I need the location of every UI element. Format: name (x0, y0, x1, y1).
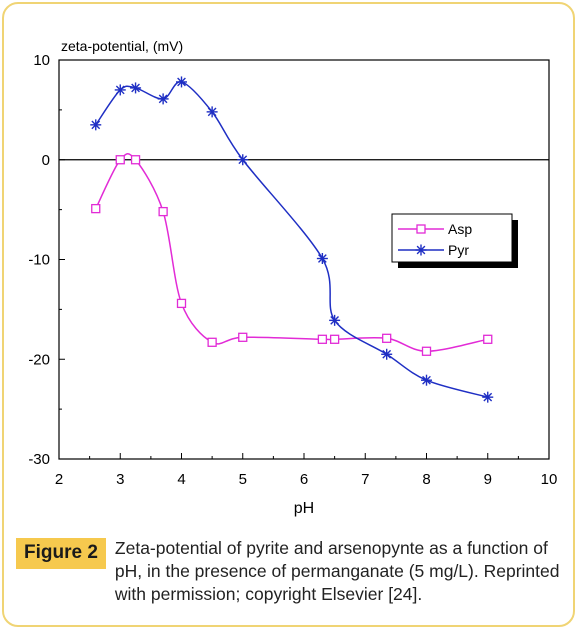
x-tick-label: 5 (239, 471, 247, 488)
data-point-pyr (421, 374, 432, 386)
x-tick-label: 6 (300, 471, 308, 488)
data-point-pyr (329, 314, 341, 326)
x-tick-label: 3 (116, 471, 124, 488)
data-point-asp (329, 334, 340, 344)
y-tick-label: -10 (28, 252, 50, 269)
data-point-pyr (157, 93, 169, 105)
caption-text: Zeta-potential of pyrite and arsenopynte… (114, 538, 560, 604)
y-tick-label: -20 (28, 351, 50, 368)
x-tick-label: 10 (541, 471, 558, 488)
figure-label: Figure 2 (16, 538, 106, 569)
x-tick-label: 8 (422, 471, 430, 488)
y-tick-label: 0 (42, 152, 50, 169)
data-point-asp (238, 332, 248, 342)
data-point-pyr (206, 106, 218, 118)
legend-label-pyr: Pyr (448, 242, 469, 258)
figure-caption: Figure 2 Zeta-potential of pyrite and ar… (16, 537, 566, 606)
data-point-asp (91, 203, 101, 214)
legend-marker-asp (416, 224, 426, 234)
data-point-pyr (237, 154, 249, 166)
data-point-asp (317, 334, 328, 344)
x-tick-label: 4 (177, 471, 185, 488)
data-point-asp (130, 155, 141, 165)
plot-area: 2 3 4 5 6 7 8 9 10 10 0 -10 -20 -30 (28, 52, 557, 488)
data-point-asp (207, 337, 217, 347)
data-point-asp (421, 346, 432, 356)
x-tick-label: 7 (361, 471, 369, 488)
y-tick-label: -30 (28, 451, 50, 468)
legend: Asp Pyr (391, 213, 518, 268)
x-tick-label: 2 (55, 471, 63, 488)
x-tick-label: 9 (484, 471, 492, 488)
data-point-pyr (90, 119, 102, 131)
data-point-asp (115, 155, 125, 165)
data-point-pyr (176, 76, 187, 88)
data-point-asp (158, 206, 168, 217)
data-point-pyr (482, 391, 494, 403)
legend-box (391, 213, 513, 263)
data-point-pyr (316, 253, 328, 265)
x-axis-label: pH (294, 500, 314, 517)
figure-frame (2, 2, 575, 627)
data-point-pyr (130, 82, 142, 94)
legend-marker-pyr (415, 244, 427, 256)
data-point-asp (176, 298, 187, 309)
legend-label-asp: Asp (448, 221, 472, 237)
data-point-asp (382, 333, 392, 343)
data-point-pyr (114, 84, 126, 96)
data-point-pyr (381, 348, 393, 360)
y-tick-label: 10 (33, 52, 50, 69)
y-axis-label: zeta-potential, (mV) (61, 38, 183, 54)
data-point-asp (483, 334, 493, 344)
